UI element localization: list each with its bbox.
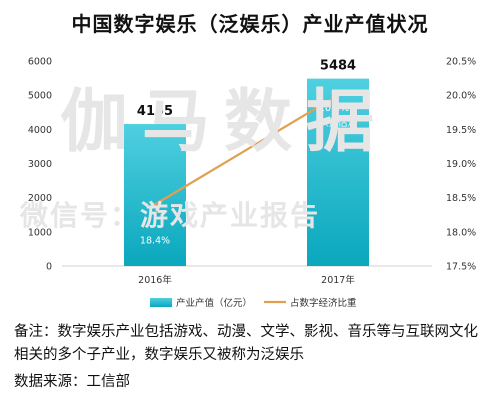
legend-bar-swatch (150, 298, 172, 307)
chart-title: 中国数字娱乐（泛娱乐）产业产值状况 (71, 12, 429, 36)
data-source: 数据来源：工信部 (14, 374, 130, 390)
line-series-path (154, 94, 339, 206)
y-right-tick-label: 20.5% (446, 57, 476, 68)
y-right-tick-label: 17.5% (446, 262, 476, 273)
x-tick-label: 2016年 (138, 274, 172, 286)
y-right-tick-label: 19.0% (446, 159, 476, 170)
bar (307, 78, 369, 266)
y-left-tick-label: 5000 (28, 91, 52, 102)
footnote: 备注：数字娱乐产业包括游戏、动漫、文学、影视、音乐等与互联网文化相关的多个子产业… (14, 324, 478, 363)
x-tick-label: 2017年 (321, 274, 355, 286)
y-right-tick-label: 19.5% (446, 125, 476, 136)
y-left-tick-label: 0 (46, 262, 52, 273)
line-point (153, 202, 157, 207)
chart-area: 0 1000 2000 3000 4000 5000 6000 17.5% 18.0% 18.5%… (28, 57, 476, 310)
y-right-tick-label: 18.5% (446, 193, 476, 204)
y-left-tick-label: 6000 (28, 57, 52, 68)
legend-bar-label: 产业产值（亿元） (176, 297, 252, 309)
y-right-tick-label: 20.0% (446, 91, 476, 102)
bar (124, 124, 186, 266)
line-point (336, 93, 340, 97)
y-left-tick-label: 4000 (28, 125, 52, 136)
line-value-label: 20.0%+ (319, 103, 357, 114)
legend-line-label: 占数字经济比重 (290, 297, 357, 309)
y-left-tick-label: 1000 (28, 227, 52, 238)
y-right-tick-label: 18.0% (446, 227, 476, 238)
bar-value-label: 5484 (320, 59, 356, 74)
line-annotation-label: （预估） (319, 117, 357, 129)
line-value-label: 18.4% (140, 236, 170, 247)
y-left-tick-label: 3000 (28, 159, 52, 170)
y-left-tick-label: 2000 (28, 193, 52, 204)
bar-value-label: 4155 (137, 104, 173, 119)
